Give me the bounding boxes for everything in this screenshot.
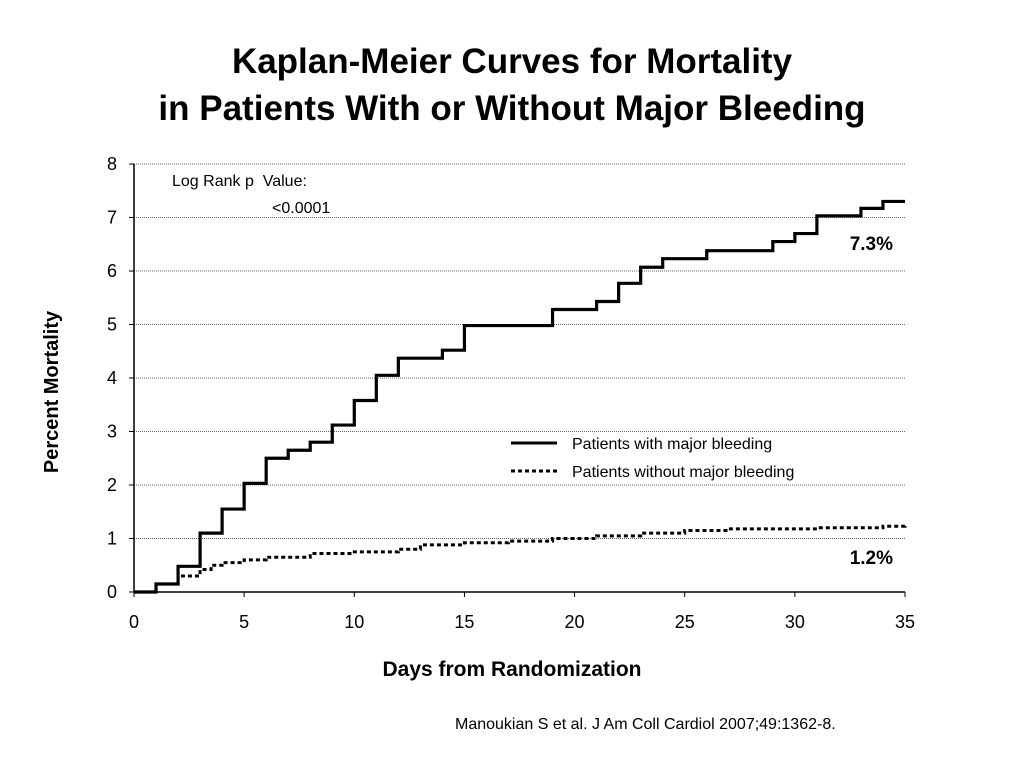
x-tick-label: 0 — [129, 612, 139, 632]
x-tick-label: 30 — [785, 612, 805, 632]
x-tick-label: 5 — [239, 612, 249, 632]
x-tick-label: 35 — [895, 612, 915, 632]
series-line-with-bleeding — [134, 199, 905, 594]
x-axis-label: Days from Randomization — [382, 658, 641, 681]
legend-label-without-bleeding: Patients without major bleeding — [572, 464, 794, 481]
x-tick-label: 10 — [344, 612, 364, 632]
y-tick-labels: 0 1 2 3 4 5 6 7 8 — [107, 154, 134, 602]
y-tick-label: 4 — [107, 368, 117, 388]
axes — [133, 164, 905, 593]
x-tick-labels: 0 5 10 15 20 25 30 35 — [129, 592, 915, 632]
x-tick-label: 20 — [565, 612, 585, 632]
pvalue-label: Log Rank p Value: — [172, 173, 307, 190]
slide-title-line-1: Kaplan-Meier Curves for Mortality — [231, 42, 793, 81]
y-tick-label: 6 — [107, 261, 117, 281]
x-tick-label: 25 — [675, 612, 695, 632]
y-tick-label: 3 — [107, 422, 117, 442]
legend-label-with-bleeding: Patients with major bleeding — [572, 436, 772, 453]
series-line-without-bleeding — [134, 524, 907, 594]
end-label-with-bleeding: 7.3% — [850, 234, 893, 255]
legend: Patients with major bleeding Patients wi… — [511, 436, 794, 481]
y-tick-label: 1 — [107, 529, 117, 549]
y-axis-label: Percent Mortality — [41, 310, 63, 473]
y-tick-label: 5 — [107, 315, 117, 335]
end-label-without-bleeding: 1.2% — [850, 548, 893, 569]
citation: Manoukian S et al. J Am Coll Cardiol 200… — [455, 716, 836, 733]
y-tick-label: 2 — [107, 475, 117, 495]
slide-title-line-2: in Patients With or Without Major Bleedi… — [158, 89, 866, 128]
x-tick-label: 15 — [454, 612, 474, 632]
y-tick-label: 0 — [107, 582, 117, 602]
y-tick-label: 8 — [107, 154, 117, 174]
series-lines — [134, 199, 907, 594]
slide-title: Kaplan-Meier Curves for Mortality in Pat… — [0, 38, 1024, 132]
pvalue-value: <0.0001 — [272, 200, 330, 217]
y-tick-label: 7 — [107, 208, 117, 228]
gridlines — [134, 163, 905, 539]
